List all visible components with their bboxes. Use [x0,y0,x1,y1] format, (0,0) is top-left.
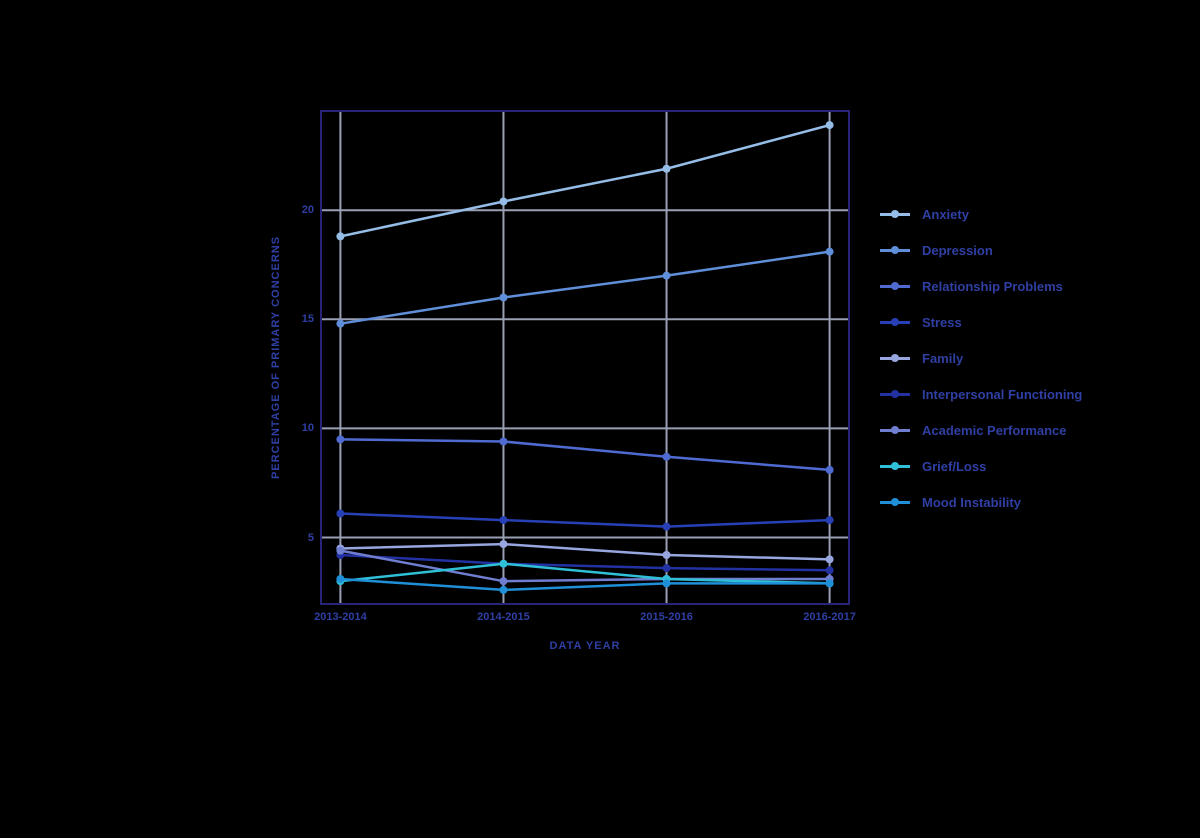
series-marker [826,466,834,474]
y-tick-label: 5 [308,532,322,544]
series-marker [663,579,671,587]
legend-swatch-icon [880,249,910,252]
legend-item: Stress [880,313,1140,331]
series-marker [826,121,834,129]
series-line [340,125,829,236]
legend-item: Interpersonal Functioning [880,385,1140,403]
series-marker [826,516,834,524]
series-marker [336,320,344,328]
y-axis-label: PERCENTAGE OF PRIMARY CONCERNS [270,110,282,605]
legend-item: Grief/Loss [880,457,1140,475]
plot-area: 5101520 2013-20142014-20152015-20162016-… [320,110,850,605]
series-line [340,439,829,470]
series-marker [663,272,671,280]
x-axis-label: DATA YEAR [320,640,850,652]
series-marker [826,579,834,587]
x-tick-label: 2015-2016 [640,603,693,623]
legend-label: Relationship Problems [922,279,1063,294]
series-marker [499,577,507,585]
legend-swatch-icon [880,393,910,396]
series-marker [336,510,344,518]
series-marker [499,560,507,568]
legend-swatch-icon [880,357,910,360]
series-marker [336,547,344,555]
legend-swatch-icon [880,321,910,324]
series-marker [499,197,507,205]
series-marker [826,566,834,574]
y-tick-label: 15 [302,313,322,325]
legend-swatch-icon [880,213,910,216]
legend-item: Family [880,349,1140,367]
series-marker [499,293,507,301]
legend-item: Relationship Problems [880,277,1140,295]
series-marker [826,248,834,256]
legend-swatch-icon [880,501,910,504]
series-marker [499,540,507,548]
legend-item: Depression [880,241,1140,259]
legend: Anxiety Depression Relationship Problems St… [880,205,1140,529]
chart-container: PERCENTAGE OF PRIMARY CONCERNS 5101520 2… [260,110,1160,730]
legend-item: Anxiety [880,205,1140,223]
series-marker [663,564,671,572]
legend-label: Stress [922,315,962,330]
y-tick-label: 10 [302,422,322,434]
series-marker [336,435,344,443]
legend-swatch-icon [880,285,910,288]
chart-svg [322,112,848,603]
series-marker [663,453,671,461]
legend-item: Mood Instability [880,493,1140,511]
legend-label: Anxiety [922,207,969,222]
x-tick-label: 2014-2015 [477,603,530,623]
legend-item: Academic Performance [880,421,1140,439]
series-marker [663,165,671,173]
legend-label: Interpersonal Functioning [922,387,1082,402]
series-marker [499,586,507,594]
legend-label: Mood Instability [922,495,1021,510]
series-marker [336,575,344,583]
series-line [340,544,829,559]
series-marker [499,516,507,524]
legend-label: Depression [922,243,993,258]
legend-swatch-icon [880,465,910,468]
series-marker [826,555,834,563]
series-marker [336,232,344,240]
legend-label: Academic Performance [922,423,1067,438]
x-tick-label: 2013-2014 [314,603,367,623]
series-line [340,514,829,527]
legend-label: Grief/Loss [922,459,986,474]
legend-label: Family [922,351,963,366]
series-marker [663,551,671,559]
y-tick-label: 20 [302,204,322,216]
legend-swatch-icon [880,429,910,432]
series-marker [663,523,671,531]
series-marker [499,438,507,446]
x-tick-label: 2016-2017 [803,603,856,623]
series-line [340,252,829,324]
